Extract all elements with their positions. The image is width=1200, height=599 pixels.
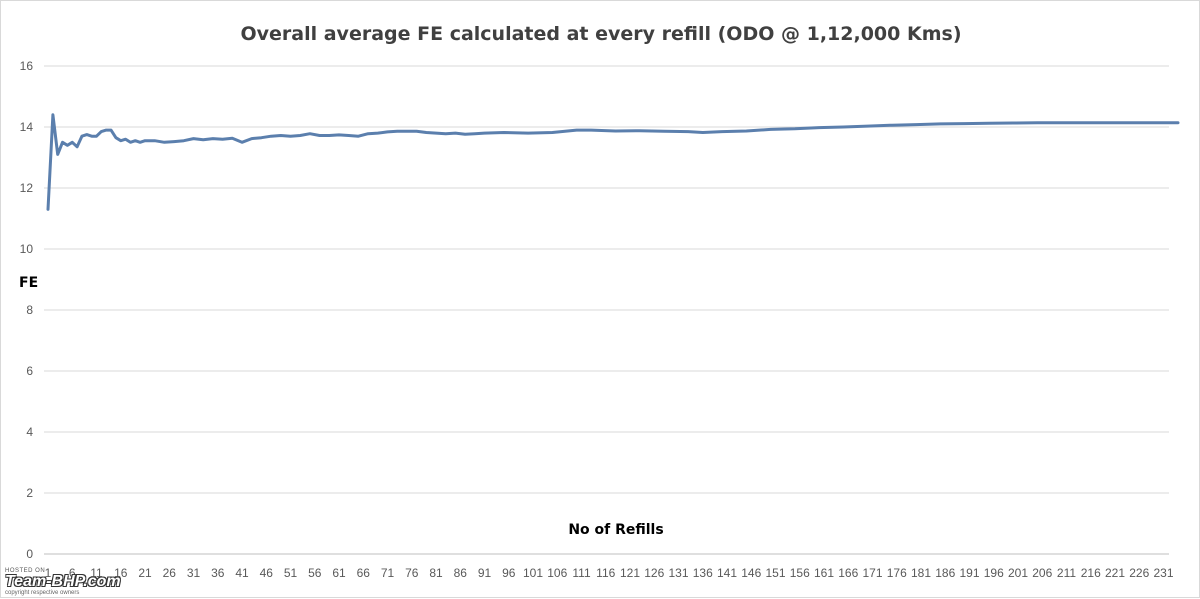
y-tick-label: 10 (20, 242, 34, 256)
x-tick-label: 126 (644, 566, 664, 580)
x-tick-label: 61 (332, 566, 346, 580)
y-tick-label: 12 (20, 181, 34, 195)
x-tick-label: 96 (502, 566, 516, 580)
x-tick-label: 36 (211, 566, 225, 580)
x-tick-label: 41 (235, 566, 249, 580)
x-tick-label: 66 (357, 566, 371, 580)
x-tick-label: 16 (114, 566, 128, 580)
x-tick-label: 141 (717, 566, 737, 580)
y-tick-label: 8 (26, 303, 33, 317)
x-tick-label: 101 (523, 566, 543, 580)
x-tick-label: 231 (1153, 566, 1173, 580)
x-tick-label: 171 (862, 566, 882, 580)
x-tick-label: 201 (1008, 566, 1028, 580)
x-tick-label: 131 (668, 566, 688, 580)
x-tick-label: 166 (838, 566, 858, 580)
x-tick-label: 46 (260, 566, 274, 580)
x-tick-label: 116 (596, 566, 615, 580)
watermark-brand: Team-BHP.com (5, 573, 121, 590)
y-tick-label: 16 (20, 59, 34, 73)
x-tick-label: 211 (1057, 566, 1076, 580)
y-tick-label: 6 (26, 364, 33, 378)
y-tick-label: 14 (20, 120, 34, 134)
x-tick-label: 216 (1081, 566, 1101, 580)
x-tick-label: 31 (187, 566, 201, 580)
watermark-copyright: copyright respective owners (5, 590, 80, 596)
chart-title: Overall average FE calculated at every r… (240, 23, 962, 45)
x-tick-label: 156 (790, 566, 810, 580)
x-tick-label: 81 (429, 566, 443, 580)
x-tick-label: 56 (308, 566, 322, 580)
watermark-logo: HOSTED ON : Team-BHP.com copyright respe… (5, 568, 165, 596)
x-tick-label: 121 (620, 566, 640, 580)
series-layer (46, 113, 1180, 211)
x-tick-labels: 1 6 11 16 21 26 31 36 41 46 51 56 61 66 71 76 81 86 91 96 10… (45, 566, 1174, 580)
x-tick-label: 186 (935, 566, 955, 580)
x-tick-label: 106 (547, 566, 567, 580)
x-tick-label: 221 (1105, 566, 1125, 580)
x-tick-label: 146 (741, 566, 761, 580)
x-tick-label: 11 (90, 566, 103, 580)
x-tick-label: 51 (284, 566, 298, 580)
y-axis-label: FE (19, 275, 39, 291)
y-tick-labels: 0 2 4 6 8 10 12 14 16 (20, 59, 34, 561)
x-tick-label: 1 (45, 566, 52, 580)
x-tick-label: 136 (693, 566, 713, 580)
x-tick-label: 161 (814, 566, 834, 580)
y-tick-label: 2 (26, 486, 33, 500)
x-tick-label: 6 (69, 566, 76, 580)
x-tick-label: 151 (765, 566, 785, 580)
x-tick-label: 21 (138, 566, 152, 580)
x-tick-label: 196 (984, 566, 1004, 580)
x-tick-label: 86 (454, 566, 468, 580)
x-tick-label: 76 (405, 566, 419, 580)
x-tick-label: 71 (381, 566, 395, 580)
y-tick-label: 4 (26, 425, 33, 439)
x-tick-label: 91 (478, 566, 492, 580)
x-tick-label: 26 (163, 566, 177, 580)
watermark-hosted: HOSTED ON : (5, 568, 50, 574)
grid-lines (44, 65, 1169, 555)
x-tick-label: 111 (572, 566, 591, 580)
x-tick-label: 226 (1129, 566, 1149, 580)
x-tick-label: 181 (911, 566, 931, 580)
x-axis-label: No of Refills (568, 522, 664, 538)
x-tick-label: 206 (1032, 566, 1052, 580)
x-tick-label: 191 (959, 566, 979, 580)
y-tick-label: 0 (26, 547, 33, 561)
series-line-0 (46, 113, 1180, 211)
x-tick-label: 176 (887, 566, 907, 580)
